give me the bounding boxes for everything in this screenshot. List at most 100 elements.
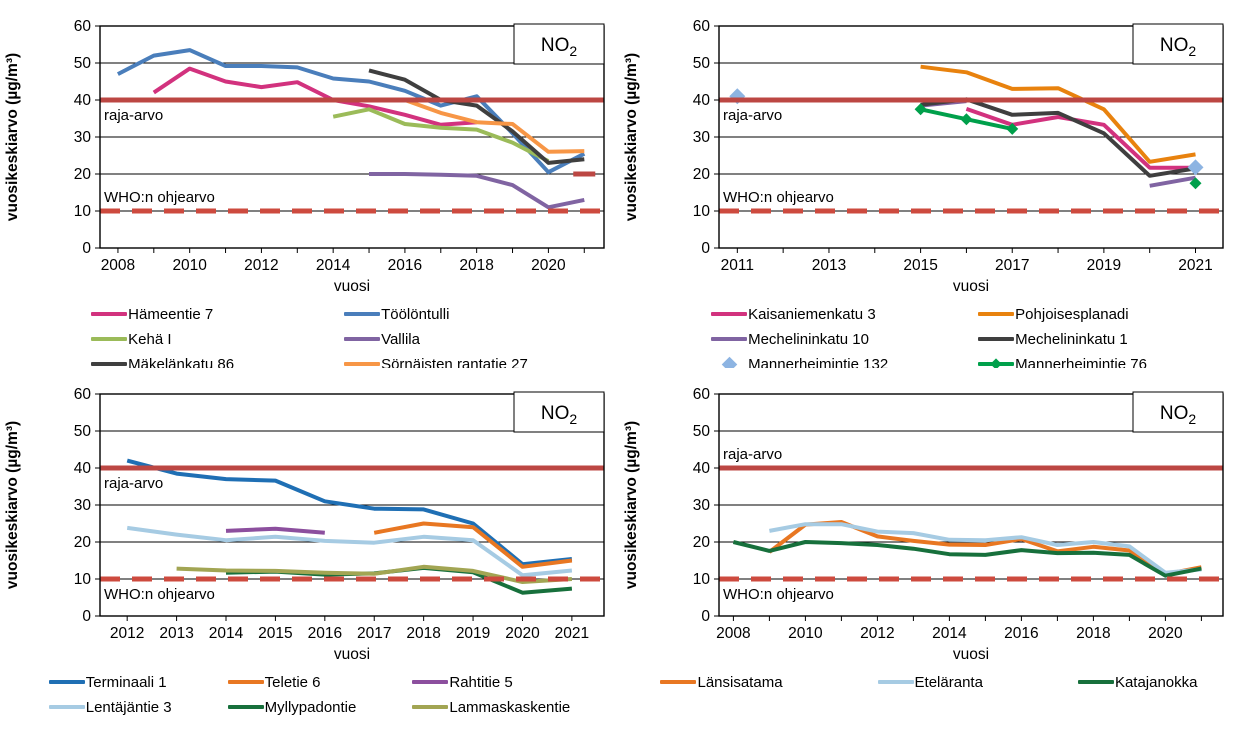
legend-swatch-line-icon [412, 676, 449, 688]
x-tick-label: 2017 [357, 625, 391, 642]
series-h-meentie-7 [152, 66, 477, 127]
series-terminaali-1 [126, 458, 573, 567]
legend-item-mechelininkatu-10: Mechelininkatu 10 [711, 328, 888, 350]
series-group [116, 48, 596, 210]
y-tick-label: 40 [74, 460, 92, 477]
legend-item-l-nsisatama: Länsisatama [660, 671, 783, 693]
series-line-mechelininkatu-10 [1149, 175, 1196, 188]
series-line-pohjoisesplanadi [920, 64, 1196, 164]
gridlines [719, 430, 1223, 580]
x-tick-label: 2020 [531, 257, 566, 274]
y-tick-label: 60 [693, 18, 711, 35]
x-tick-label: 2021 [555, 625, 589, 642]
y-tick-label: 30 [74, 497, 92, 514]
x-tick-label: 2015 [258, 625, 292, 642]
x-axis-title: vuosi [953, 646, 989, 663]
limit-lines: raja-arvo WHO:n ohjearvo [100, 465, 604, 603]
x-tick-label: 2013 [159, 625, 193, 642]
series-katajanokka [732, 540, 1202, 578]
x-axis-title: vuosi [334, 646, 370, 663]
series-lammaskaskentie [176, 564, 573, 584]
series-line-s-rn-isten-rantatie-27 [404, 98, 585, 154]
legend-item-terminaali-1: Terminaali 1 [48, 671, 172, 693]
x-tick-label: 2012 [860, 625, 894, 642]
series-l-nsisatama [768, 520, 1202, 577]
series-line-mechelininkatu-1 [920, 97, 1196, 178]
y-tick-label: 40 [693, 460, 711, 477]
diamond-marker [1189, 177, 1202, 190]
x-tick-label: 2011 [721, 257, 754, 274]
y-tick-label: 50 [693, 55, 711, 72]
legend-label: Mechelininkatu 10 [748, 330, 869, 348]
gas-label: NO2 [1160, 403, 1197, 427]
legend-item-lammaskaskentie: Lammaskaskentie [412, 696, 570, 718]
series-group [126, 458, 573, 595]
limit-lines: raja-arvo WHO:n ohjearvo [719, 97, 1223, 214]
legend-swatch-line-icon [344, 333, 381, 345]
y-tick-label: 40 [693, 92, 711, 109]
series-mannerheimintie-76 [914, 103, 1202, 190]
x-tick-label: 2014 [316, 257, 351, 274]
y-tick-label: 30 [693, 497, 711, 514]
y-axis-title: vuosikeskiarvo (µg/m³) [623, 421, 640, 589]
legend-item-keh-i: Kehä I [91, 328, 234, 350]
diamond-marker [1006, 122, 1019, 135]
x-tick-label: 2015 [903, 257, 937, 274]
series-m-kel-nkatu-86 [368, 68, 585, 165]
x-tick-label: 2016 [308, 625, 342, 642]
y-tick-label: 50 [74, 423, 92, 440]
x-axis-title: vuosi [953, 278, 989, 295]
y-tick-label: 10 [74, 571, 92, 588]
x-axis: 2008 2010 2012 2014 2016 2018 2020 [101, 248, 585, 274]
y-tick-label: 60 [74, 386, 92, 403]
series-line-l-nsisatama [768, 520, 1202, 577]
x-tick-label: 2010 [172, 257, 207, 274]
legend-label: Rahtitie 5 [449, 673, 513, 691]
limit-lines: raja-arvo WHO:n ohjearvo [719, 446, 1223, 603]
legend-swatch-line-icon [227, 676, 264, 688]
series-line-h-meentie-7 [152, 66, 477, 127]
series-etel-ranta [769, 522, 1202, 575]
x-tick-label: 2014 [932, 625, 967, 642]
series-group [732, 520, 1202, 578]
series-line-rahtitie-5 [225, 526, 325, 535]
x-axis: 2008 2010 2012 2014 2016 2018 2020 [716, 616, 1202, 642]
series-group [729, 64, 1204, 190]
legend-swatch-line-icon [711, 333, 748, 345]
legend-swatch-line-icon [227, 701, 264, 713]
x-tick-label: 2012 [110, 625, 144, 642]
series-rahtitie-5 [225, 526, 325, 535]
x-tick-label: 2018 [406, 625, 440, 642]
legend-swatch-line-icon [877, 676, 914, 688]
diamond-marker [960, 113, 973, 126]
legend-label: Katajanokka [1114, 673, 1198, 691]
series-line-terminaali-1 [126, 458, 573, 567]
legend-label: Vallila [381, 330, 420, 348]
chart-panel-top-right: raja-arvo WHO:n ohjearvo 0 10 20 30 40 50 60 vuos… [619, 0, 1239, 373]
x-tick-label: 2008 [716, 625, 750, 642]
legend-item-lent-j-ntie-3: Lentäjäntie 3 [48, 696, 172, 718]
x-axis-title: vuosi [334, 278, 370, 295]
legend-label: Pohjoisesplanadi [1015, 305, 1129, 323]
legend-column: Pohjoisesplanadi Mechelininkatu 1 Mannerhe… [978, 303, 1147, 375]
chart-svg-bottom-right: raja-arvo WHO:n ohjearvo 0 10 20 30 40 50 60 vuos… [623, 386, 1224, 663]
legend-label: Lammaskaskentie [449, 698, 571, 716]
legend-bottom-left: Terminaali 1 Lentäjäntie 3 Teletie 6 Myllyp… [0, 671, 619, 718]
y-axis-title: vuosikeskiarvo (µg/m³) [623, 53, 640, 221]
gas-label-frame [1132, 23, 1224, 65]
legend-label: Mechelininkatu 1 [1015, 330, 1128, 348]
y-tick-label: 10 [74, 203, 92, 220]
x-tick-label: 2020 [505, 625, 540, 642]
legend-column: Katajanokka [1077, 671, 1198, 693]
series-line-lammaskaskentie [176, 564, 573, 584]
y-tick-label: 50 [693, 423, 711, 440]
chart-svg-top-left: raja-arvo WHO:n ohjearvo 0 10 20 30 40 50 60 vuos… [4, 18, 605, 295]
legend-item-t-l-ntulli: Töölöntulli [344, 303, 528, 325]
diamond-marker [914, 103, 927, 116]
chart-panel-bottom-right: raja-arvo WHO:n ohjearvo 0 10 20 30 40 50 60 vuos… [619, 368, 1239, 737]
legend-column: Teletie 6 Myllypadontie [227, 671, 356, 718]
legend-swatch-line-icon [344, 308, 381, 320]
y-axis: 0 10 20 30 40 50 60 [693, 18, 719, 257]
x-tick-label: 2012 [244, 257, 278, 274]
limit-label-who-n-ohjearvo: WHO:n ohjearvo [104, 586, 215, 603]
